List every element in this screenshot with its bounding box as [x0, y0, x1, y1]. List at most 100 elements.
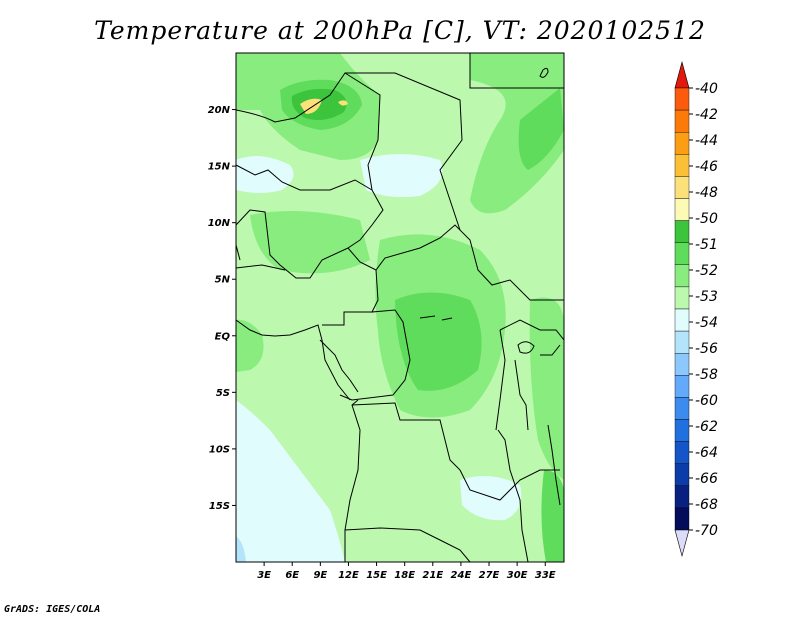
field-region-60-corner: [236, 536, 246, 562]
border-line: [540, 344, 561, 356]
plot-frame: [235, 52, 565, 563]
colorbar: -40 -42 -44 -46 -48 -50 -51 -52 -53 -54 -56 -58 -60 -…: [674, 60, 718, 558]
border-line: [345, 72, 463, 231]
chart-title: Temperature at 200hPa [C], VT: 202010251…: [94, 16, 706, 45]
colorbar-label: -62: [695, 419, 718, 435]
border-line: [459, 469, 560, 501]
colorbar-swatch: [674, 330, 690, 354]
border-line: [339, 269, 411, 401]
lake-outline: [514, 359, 529, 431]
lon-tick-label: 18E: [394, 570, 415, 581]
colorbar-swatch: [674, 198, 690, 221]
border-line: [322, 311, 372, 326]
colorbar-label: -68: [695, 497, 718, 513]
colorbar-label: -64: [695, 445, 718, 461]
lat-tick-label: 20N: [208, 105, 231, 116]
colorbar-swatch: [674, 264, 690, 288]
field-region-54-northeast: [470, 53, 564, 214]
lake-outline: [547, 424, 561, 506]
field-region-53-northeast: [518, 88, 564, 170]
colorbar-swatch: [674, 308, 690, 332]
field-region-50-north: [300, 98, 348, 114]
colorbar-label: -44: [695, 133, 718, 149]
colorbar-top-arrow: [674, 60, 690, 89]
field-region-54-east: [529, 297, 564, 480]
lat-tick-label: 5N: [215, 275, 231, 286]
lon-tick-label: 6E: [285, 570, 299, 581]
lat-tick-label: 15N: [208, 162, 231, 173]
lat-tick-label: 15S: [209, 501, 230, 512]
lon-tick-label: 15E: [366, 570, 387, 581]
lat-tick-label: 10S: [209, 444, 230, 455]
longitude-axis: 3E 6E 9E 12E 15E 18E 21E 24E 27E 30E 33E: [257, 562, 556, 581]
colorbar-label: -56: [695, 341, 718, 357]
lon-tick-label: 33E: [535, 570, 556, 581]
colorbar-label: -54: [695, 315, 718, 331]
colorbar-label: -50: [695, 211, 718, 227]
lon-tick-label: 9E: [313, 570, 327, 581]
coastline: [539, 67, 549, 78]
colorbar-swatch: [674, 375, 690, 398]
lon-tick-label: 30E: [507, 570, 528, 581]
border-line: [469, 53, 564, 89]
lat-tick-label: 10N: [208, 218, 231, 229]
colorbar-swatch: [674, 463, 690, 487]
colorbar-label: -40: [695, 81, 718, 97]
border-line: [319, 339, 359, 393]
border-line: [497, 429, 529, 562]
colorbar-swatch: [674, 109, 690, 133]
colorbar-swatch: [674, 419, 690, 442]
colorbar-label: -66: [695, 471, 718, 487]
border-line: [344, 527, 471, 562]
lon-tick-label: 24E: [451, 570, 472, 581]
field-region-58-south-central: [460, 476, 522, 521]
colorbar-swatch: [674, 485, 690, 509]
border-line: [236, 164, 373, 191]
colorbar-swatch: [674, 87, 690, 111]
coastline: [236, 319, 351, 401]
colorbar-label: -42: [695, 107, 718, 123]
colorbar-swatch: [674, 154, 690, 177]
colorbar-label: -51: [695, 237, 718, 253]
colorbar-label: -70: [695, 523, 718, 539]
colorbar-bottom-arrow: [674, 529, 690, 558]
colorbar-swatch: [674, 507, 690, 531]
field-region-58-south-coast: [236, 470, 300, 562]
latitude-axis: 20N 15N 10N 5N EQ 5S 10S 15S: [208, 105, 236, 512]
grads-credit: GrADS: IGES/COLA: [4, 604, 101, 615]
border-line: [236, 264, 286, 271]
colorbar-swatch: [674, 286, 690, 310]
colorbar-label: -46: [695, 159, 718, 175]
colorbar-swatch: [674, 353, 690, 376]
colorbar-label: -58: [695, 367, 718, 383]
colorbar-swatch: [674, 176, 690, 199]
border-line: [499, 319, 564, 341]
colorbar-swatch: [674, 397, 690, 420]
border-line: [495, 329, 506, 431]
border-line: [351, 402, 461, 471]
lon-tick-label: 12E: [338, 570, 359, 581]
lon-tick-label: 27E: [479, 570, 500, 581]
field-region-53-congo: [395, 292, 482, 391]
colorbar-label: -52: [695, 263, 718, 279]
lon-tick-label: 3E: [257, 570, 271, 581]
field-region-53-east: [541, 470, 564, 562]
border-line: [236, 72, 384, 249]
field-region-58-chad: [360, 154, 443, 198]
colorbar-swatch: [674, 441, 690, 464]
colorbar-swatch: [674, 220, 690, 243]
colorbar-label: -60: [695, 393, 718, 409]
lat-tick-label: EQ: [215, 331, 231, 342]
colorbar-swatch: [674, 242, 690, 265]
border-line: [236, 244, 241, 261]
colorbar-swatch: [674, 131, 690, 155]
field-region-54-central-west: [250, 211, 370, 274]
lake-outline: [517, 341, 535, 354]
lat-tick-label: 5S: [216, 388, 230, 399]
colorbar-label: -48: [695, 185, 718, 201]
country-borders: [236, 53, 564, 562]
field-region-58-west-sahel: [236, 156, 294, 193]
colorbar-label: -53: [695, 289, 718, 305]
lon-tick-label: 21E: [422, 570, 443, 581]
